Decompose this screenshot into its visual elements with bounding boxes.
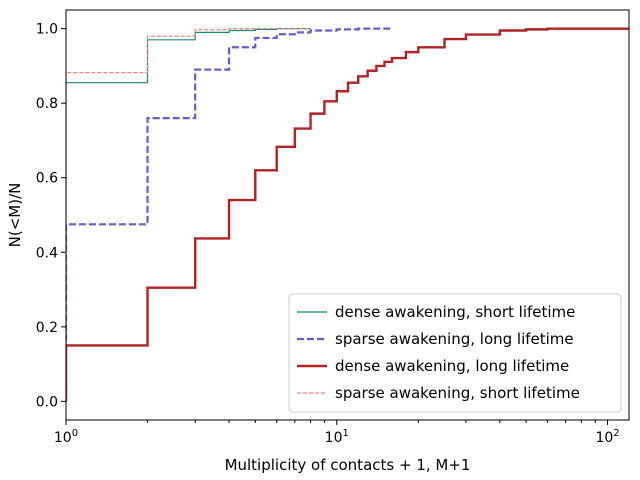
- series-line-3: [66, 28, 311, 402]
- y-axis: 0.0 0.2 0.4 0.6 0.8 1.0: [36, 22, 66, 410]
- x-tick-label: 102: [595, 428, 619, 446]
- x-axis-label: Multiplicity of contacts + 1, M+1: [225, 456, 471, 474]
- x-axis: 100 101 102: [54, 420, 620, 446]
- series-line-0: [66, 28, 311, 402]
- y-tick-label: 0.8: [36, 96, 58, 112]
- y-tick-label: 0.0: [36, 394, 58, 410]
- x-tick-label: 100: [54, 428, 78, 446]
- y-axis-label: N(<M)/N: [6, 183, 24, 248]
- x-tick-label: 101: [325, 428, 349, 446]
- legend-label: sparse awakening, short lifetime: [335, 384, 580, 402]
- legend-label: dense awakening, long lifetime: [335, 357, 569, 375]
- y-tick-label: 0.6: [36, 171, 58, 187]
- legend: dense awakening, short lifetime sparse aw…: [288, 293, 622, 413]
- legend-box: [288, 293, 622, 413]
- y-tick-label: 0.2: [36, 320, 58, 336]
- series-line-1: [66, 27, 393, 402]
- plot-frame: [65, 9, 630, 421]
- legend-label: dense awakening, short lifetime: [335, 303, 575, 321]
- legend-label: sparse awakening, long lifetime: [335, 330, 574, 348]
- y-tick-label: 1.0: [36, 22, 58, 38]
- series-layer: [66, 27, 629, 402]
- series-line-2: [66, 27, 629, 402]
- y-tick-label: 0.4: [36, 245, 58, 261]
